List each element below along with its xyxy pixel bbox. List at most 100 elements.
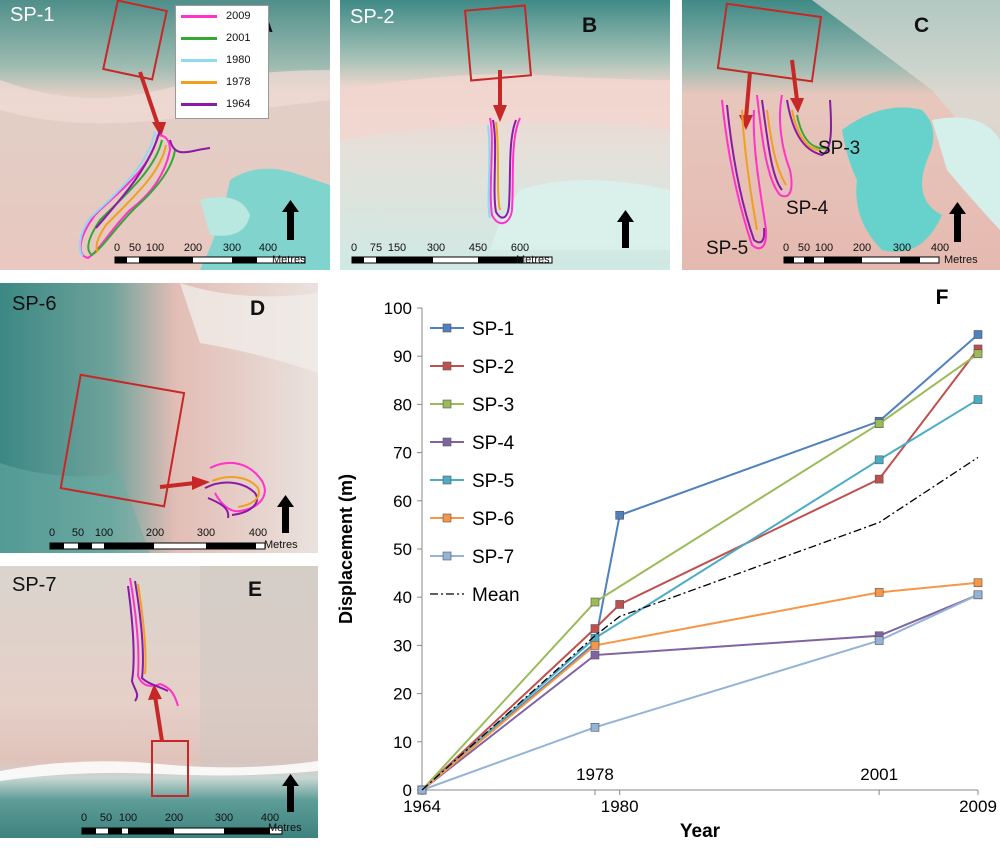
scale-tick: 0 <box>113 242 121 254</box>
scale-tick: 100 <box>145 242 165 254</box>
legend-marker <box>442 551 452 561</box>
y-axis-title: Displacement (m) <box>336 474 356 624</box>
scale-tick: 75 <box>369 242 383 254</box>
scale-tick: 400 <box>930 242 950 254</box>
year-legend-label: 1964 <box>226 98 251 110</box>
scale-tick: 600 <box>510 242 530 254</box>
scale-tick: 300 <box>222 242 242 254</box>
x-tick-label: 1964 <box>403 797 441 816</box>
panel-b-image <box>340 0 670 270</box>
y-tick-label: 70 <box>393 444 412 463</box>
y-tick-label: 80 <box>393 395 412 414</box>
scale-tick: 200 <box>183 242 203 254</box>
scale-tick: 200 <box>164 812 184 824</box>
data-point <box>973 395 983 404</box>
panel-b-map: SP-2 B 0 75 150 300 450 600 Metres <box>340 0 670 270</box>
year-legend-label: 2001 <box>226 32 251 44</box>
year-swatch-2001 <box>181 37 217 40</box>
scale-tick: 0 <box>48 527 56 539</box>
panel-a-scale-ticks: 0 50 100 200 300 400 <box>0 242 330 256</box>
panel-a-title: SP-1 <box>10 4 55 26</box>
x-tick-label: 2009 <box>959 797 997 816</box>
scale-tick: 400 <box>248 527 268 539</box>
series-line-sp-6 <box>421 581 979 791</box>
panel-b-scale-ticks: 0 75 150 300 450 600 <box>340 242 670 256</box>
scale-tick: 100 <box>118 812 138 824</box>
legend-label: SP-6 <box>472 509 514 530</box>
legend-label: SP-1 <box>472 319 514 340</box>
series-line-sp-5 <box>421 398 979 791</box>
scale-tick: 300 <box>214 812 234 824</box>
y-tick-label: 60 <box>393 492 412 511</box>
y-tick-label: 50 <box>393 540 412 559</box>
site-label-sp4: SP-4 <box>786 198 829 219</box>
x-tick-label: 1978 <box>576 765 614 784</box>
panel-e-image <box>0 566 318 838</box>
data-point <box>973 330 983 339</box>
panel-e-scale-unit: Metres <box>268 822 302 834</box>
legend-label: SP-2 <box>472 357 514 378</box>
data-point <box>590 723 600 732</box>
data-point <box>874 474 884 484</box>
series-line-sp-3 <box>421 352 979 791</box>
x-tick-label: 2001 <box>860 765 898 784</box>
legend-marker <box>442 437 452 447</box>
displacement-chart: 0 10 20 30 40 50 60 70 80 90 100 1964 1980 2009 1978 20… <box>336 286 997 842</box>
year-legend-item: 1980 <box>176 50 268 72</box>
data-point <box>874 455 884 465</box>
data-point <box>973 590 983 600</box>
year-legend-label: 1980 <box>226 54 251 66</box>
year-swatch-2009 <box>181 15 217 18</box>
legend-label: SP-5 <box>472 471 514 492</box>
scale-tick: 50 <box>99 812 113 824</box>
panel-c-map: C SP-3 SP-4 SP-5 0 50 100 200 300 400 Me… <box>682 0 1000 270</box>
year-legend-label: 2009 <box>226 10 251 22</box>
legend-marker <box>442 323 452 333</box>
year-legend-item: 1964 <box>176 94 268 116</box>
panel-e-title: SP-7 <box>12 574 57 596</box>
x-tick-label: 1980 <box>601 797 639 816</box>
panel-e-letter: E <box>248 578 263 601</box>
data-point <box>590 641 600 650</box>
x-axis-title: Year <box>680 821 721 842</box>
panel-b-letter: B <box>582 14 598 37</box>
scale-tick: 0 <box>782 242 790 254</box>
site-label-sp5: SP-5 <box>706 238 749 259</box>
data-point <box>874 636 884 645</box>
scale-tick: 300 <box>892 242 912 254</box>
panel-d-title: SP-6 <box>12 293 57 315</box>
scale-tick: 50 <box>797 242 811 254</box>
y-tick-label: 30 <box>393 636 412 655</box>
data-point <box>874 419 884 428</box>
year-legend-item: 2001 <box>176 28 268 50</box>
scale-tick: 150 <box>387 242 407 254</box>
legend-marker <box>442 513 452 523</box>
data-point <box>590 650 600 660</box>
data-point <box>973 349 983 359</box>
scale-tick: 300 <box>426 242 446 254</box>
y-tick-label: 0 <box>403 781 412 800</box>
data-point <box>590 597 600 607</box>
panel-b-title: SP-2 <box>350 6 395 28</box>
scale-tick: 400 <box>258 242 278 254</box>
legend-label: Mean <box>472 585 520 606</box>
panel-e-scale-ticks: 0 50 100 200 300 400 <box>0 812 318 826</box>
y-tick-label: 90 <box>393 347 412 366</box>
panel-e-map: SP-7 E 0 50 100 200 300 400 Metres <box>0 566 318 838</box>
panel-c-scale-unit: Metres <box>944 254 978 266</box>
y-tick-label: 10 <box>393 733 412 752</box>
panel-f-chart: 0 10 20 30 40 50 60 70 80 90 100 1964 1980 2009 1978 20… <box>330 282 1000 847</box>
legend-label: SP-3 <box>472 395 514 416</box>
year-legend: 2009 2001 1980 1978 1964 <box>175 5 269 119</box>
scale-tick: 50 <box>71 527 85 539</box>
y-tick-label: 40 <box>393 588 412 607</box>
data-point <box>615 510 624 520</box>
panel-a-scale-unit: Metres <box>272 254 306 266</box>
year-legend-item: 2009 <box>176 6 268 28</box>
scale-tick: 0 <box>80 812 88 824</box>
panel-a-map: SP-1 A 2009 2001 1980 1978 1964 0 50 100… <box>0 0 330 270</box>
series-line-sp-7 <box>421 593 979 791</box>
scale-tick: 50 <box>128 242 142 254</box>
panel-d-scale-ticks: 0 50 100 200 300 400 <box>0 527 318 541</box>
panel-c-letter: C <box>914 14 930 37</box>
